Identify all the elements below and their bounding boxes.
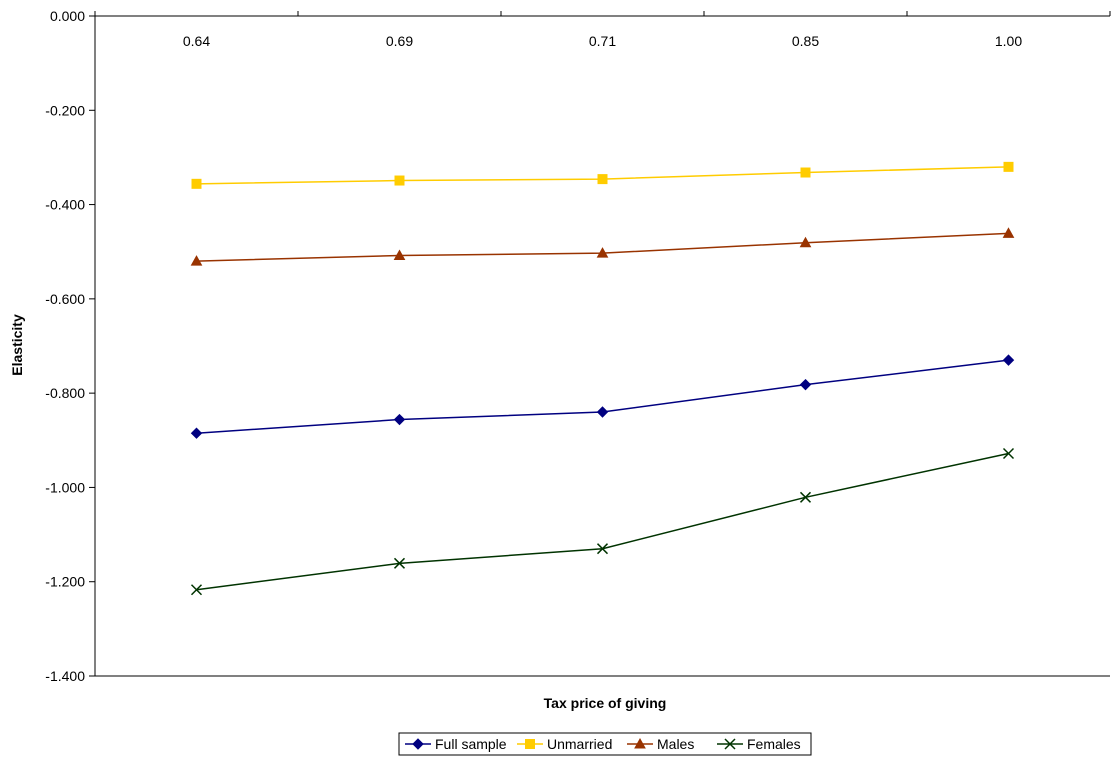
x-tick-label: 0.69 [386,33,413,49]
legend-marker-males [634,737,646,749]
y-axis-title: Elasticity [9,314,25,376]
data-point-unmarried [1003,161,1014,172]
data-point-females [596,543,609,555]
series-full-sample [190,354,1015,439]
x-tick-label: 1.00 [995,33,1022,49]
x-axis: 0.64 0.69 0.71 0.85 1.00 [94,11,1111,49]
data-point-unmarried [191,178,202,189]
legend-item-males: Males [627,736,694,752]
legend-marker-females [724,738,736,750]
data-point-males [799,236,812,248]
data-point-full-sample [596,406,609,418]
series-males [190,227,1015,266]
plot-area [94,15,1110,677]
x-tick-label: 0.71 [589,33,616,49]
series-line-females [196,452,1009,591]
legend-label-females: Females [747,736,801,752]
data-point-females [190,584,203,596]
y-tick-label: -0.200 [45,102,85,118]
data-point-males [596,247,609,258]
data-point-females [393,557,406,569]
series-females [190,447,1015,596]
x-axis-title: Tax price of giving [544,695,667,711]
y-tick-label: -0.600 [45,291,85,307]
x-tick-label: 0.64 [183,33,210,49]
x-tick-label: 0.85 [792,33,819,49]
y-tick-label: -0.800 [45,385,85,401]
y-tick-label: -1.000 [45,479,85,495]
data-point-full-sample [1002,354,1015,366]
data-point-unmarried [394,175,405,186]
legend: Full sample Unmarried Males Females [398,732,812,756]
legend-label-full-sample: Full sample [435,736,507,752]
legend-marker-unmarried [525,739,535,749]
data-point-unmarried [800,167,811,178]
data-point-females [799,491,812,503]
legend-item-females: Females [717,736,801,752]
series-line-full-sample [196,359,1009,434]
legend-item-full-sample: Full sample [405,736,507,752]
legend-marker-full-sample [412,738,424,750]
data-point-full-sample [799,378,812,391]
legend-label-unmarried: Unmarried [547,736,612,752]
y-tick-label: 0.000 [50,8,85,24]
data-point-full-sample [190,427,203,439]
data-point-males [190,255,203,266]
series-layer [190,161,1015,596]
data-point-males [393,249,406,260]
data-point-females [1002,447,1015,460]
y-tick-label: -1.200 [45,574,85,590]
series-unmarried [191,161,1014,189]
data-point-males [1002,227,1015,238]
y-tick-label: -0.400 [45,197,85,213]
legend-label-males: Males [657,736,694,752]
y-axis: 0.000 -0.200 -0.400 -0.600 -0.800 -1.000 -1.20… [45,8,95,684]
data-point-full-sample [393,413,406,426]
data-point-unmarried [597,174,608,185]
legend-box [398,732,812,756]
legend-item-unmarried: Unmarried [517,736,612,752]
y-tick-label: -1.400 [45,668,85,684]
